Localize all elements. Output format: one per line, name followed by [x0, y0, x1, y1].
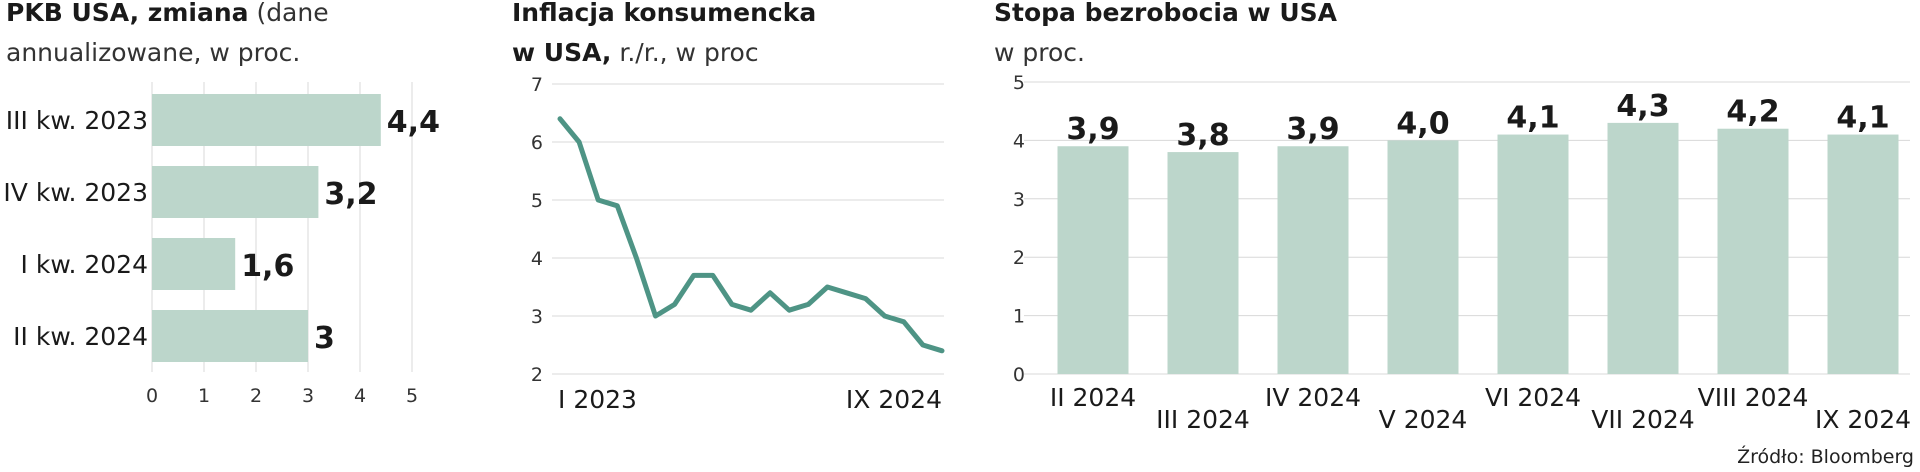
y-tick-label: 0 — [1013, 364, 1025, 386]
gdp-chart: 0 1 2 3 4 5 III kw. 2023 4,4 IV kw. 2023 3,2 I kw.… — [3, 82, 440, 407]
x-tick-label: 4 — [354, 385, 366, 407]
value-label: 3,8 — [1176, 118, 1229, 153]
x-tick-label: I 2023 — [558, 385, 637, 414]
bar — [1057, 146, 1129, 374]
inflation-title-line2: w USA, r./r., w proc — [512, 36, 759, 70]
y-tick-label: 6 — [531, 132, 543, 154]
category-label: IX 2024 — [1815, 405, 1911, 434]
category-label: VII 2024 — [1591, 405, 1694, 434]
category-label: V 2024 — [1379, 405, 1468, 434]
x-tick-label: 2 — [250, 385, 262, 407]
y-tick-label: 3 — [1013, 189, 1025, 211]
bar — [1717, 128, 1789, 374]
y-tick-label: 5 — [1013, 72, 1025, 94]
category-label: III kw. 2023 — [6, 106, 148, 135]
x-tick-label: 5 — [406, 385, 418, 407]
bar — [1827, 134, 1899, 374]
inflation-title-bold2: w USA, — [512, 38, 612, 67]
bar — [152, 94, 381, 146]
bar — [1277, 146, 1349, 374]
value-label: 4,2 — [1726, 95, 1779, 130]
value-label: 3,9 — [1066, 112, 1119, 147]
y-tick-label: 5 — [531, 190, 543, 212]
inflation-title-light2: r./r., w proc — [619, 38, 759, 67]
value-label: 3,9 — [1286, 112, 1339, 147]
y-tick-label: 7 — [531, 74, 543, 96]
value-label: 4,1 — [1506, 101, 1559, 136]
gdp-title-line2: annualizowane, w proc. — [6, 38, 301, 67]
x-tick-label: 0 — [146, 385, 158, 407]
bar — [1607, 122, 1679, 374]
bar — [1497, 134, 1569, 374]
gdp-title-light: (dane — [256, 0, 329, 27]
gdp-panel: PKB USA, zmiana (dane annualizowane, w p… — [0, 0, 470, 472]
unemployment-panel: Stopa bezrobocia w USA w proc. 0 1 2 3 4 5 3,9… — [970, 0, 1920, 472]
value-label: 3 — [314, 321, 335, 356]
y-tick-label: 2 — [531, 364, 543, 386]
x-tick-label: 3 — [302, 385, 314, 407]
value-label: 4,0 — [1396, 106, 1449, 141]
x-tick-label: 1 — [198, 385, 210, 407]
unemployment-title: Stopa bezrobocia w USA — [994, 0, 1337, 27]
y-tick-label: 4 — [531, 248, 543, 270]
value-label: 4,4 — [387, 105, 440, 140]
category-label: II 2024 — [1050, 383, 1136, 412]
unemployment-subtitle: w proc. — [994, 38, 1085, 67]
category-label: IV 2024 — [1265, 383, 1361, 412]
category-label: II kw. 2024 — [13, 322, 148, 351]
bar — [152, 310, 308, 362]
category-label: IV kw. 2023 — [3, 178, 148, 207]
category-label: VIII 2024 — [1698, 383, 1809, 412]
y-tick-label: 3 — [531, 306, 543, 328]
inflation-title-line1: Inflacja konsumencka — [512, 0, 817, 27]
x-tick-label: IX 2024 — [846, 385, 942, 414]
bar — [152, 166, 319, 218]
category-label: VI 2024 — [1485, 383, 1581, 412]
value-label: 4,1 — [1836, 101, 1889, 136]
value-label: 4,3 — [1616, 89, 1669, 124]
bar — [1387, 140, 1459, 374]
y-tick-label: 1 — [1013, 306, 1025, 328]
inflation-panel: Inflacja konsumencka w USA, r./r., w pro… — [470, 0, 970, 472]
bar — [152, 238, 236, 290]
category-label: III 2024 — [1156, 405, 1250, 434]
y-tick-label: 4 — [1013, 130, 1025, 152]
gdp-title-bold: PKB USA, zmiana — [6, 0, 249, 27]
category-label: I kw. 2024 — [21, 250, 148, 279]
source-note: Źródło: Bloomberg — [1737, 446, 1914, 468]
inflation-chart: 2 3 4 5 6 7 I 2023 IX 2024 — [531, 74, 945, 414]
value-label: 3,2 — [324, 177, 377, 212]
bar — [1167, 152, 1239, 374]
value-label: 1,6 — [241, 249, 294, 284]
gdp-title: PKB USA, zmiana (dane — [6, 0, 329, 30]
unemployment-chart: 0 1 2 3 4 5 3,9 II 2024 3,8 III 2024 3,9 IV 2024 4,0… — [1013, 72, 1911, 434]
y-tick-label: 2 — [1013, 247, 1025, 269]
